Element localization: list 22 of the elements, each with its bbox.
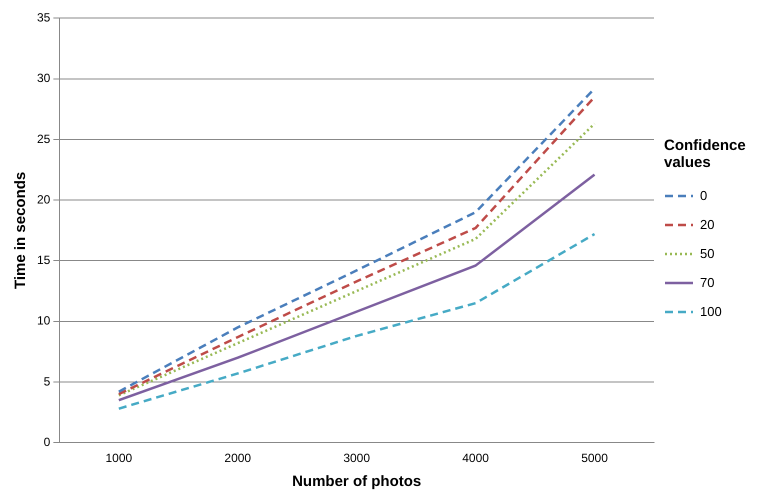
y-tick-label: 15 [36, 253, 51, 268]
y-tick-label: 35 [36, 10, 51, 25]
x-tick-label: 3000 [343, 451, 370, 466]
legend-label: 50 [700, 246, 714, 261]
y-tick-label: 30 [36, 71, 51, 86]
y-tick-label: 10 [36, 314, 51, 328]
legend-label: 100 [700, 304, 722, 319]
x-tick-label: 5000 [581, 451, 608, 466]
y-tick-label: 20 [36, 192, 51, 206]
legend-label: 0 [700, 188, 708, 203]
y-tick-label: 5 [44, 374, 51, 388]
legend-label: 20 [700, 217, 714, 232]
legend-label: 70 [700, 275, 714, 290]
y-axis-title: Time in seconds [12, 172, 30, 290]
y-tick-label: 25 [36, 132, 51, 146]
x-tick-label: 2000 [224, 451, 252, 466]
legend-title: Confidence values [664, 137, 747, 171]
line-series [118, 232, 596, 410]
y-tick-label: 0 [44, 434, 51, 449]
x-axis-title: Number of photos [292, 473, 422, 490]
x-tick-label: 4000 [462, 451, 490, 466]
x-tick-label: 1000 [105, 451, 132, 466]
